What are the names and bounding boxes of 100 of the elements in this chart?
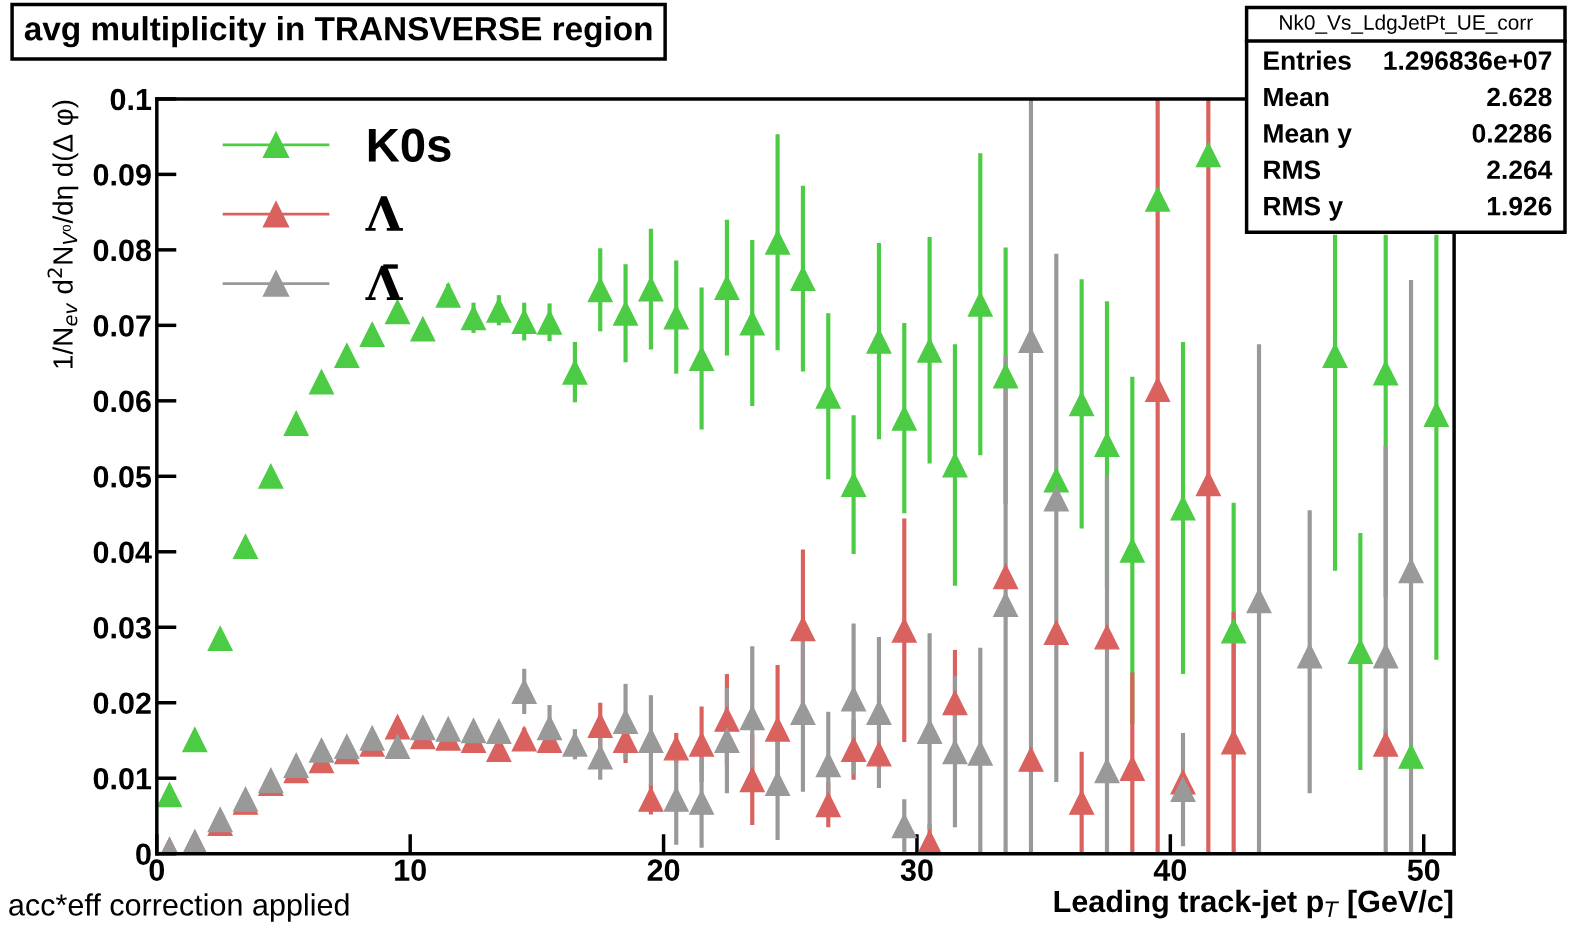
point: [663, 304, 689, 330]
point: [486, 718, 512, 744]
point: [1297, 643, 1323, 669]
point: [942, 690, 968, 716]
text: Entries 1.296836e+07: [1264, 50, 1552, 71]
point: [385, 299, 411, 325]
point: [815, 752, 841, 778]
point: [511, 309, 537, 335]
point: [613, 709, 639, 735]
text: RMS y 1.926: [1264, 196, 1552, 221]
text: RMS 2.264: [1264, 160, 1553, 180]
point: [1195, 142, 1221, 168]
point: [309, 369, 335, 395]
point: [359, 321, 385, 347]
point: [537, 309, 563, 335]
point: [309, 737, 335, 763]
point: [182, 727, 208, 753]
y-tick-label: 0.02: [93, 692, 151, 715]
point: [1373, 360, 1399, 386]
x-tick-label: 20: [647, 859, 680, 881]
point: [841, 686, 867, 712]
point: [283, 410, 309, 436]
y-tick-label: 0.03: [93, 616, 151, 639]
x-tick-label: 10: [395, 859, 426, 881]
point: [410, 316, 436, 342]
y-tick-label: 0.04: [93, 541, 152, 564]
x-tick-label: 50: [1407, 859, 1440, 881]
point: [714, 706, 740, 732]
y-tick-label: 0.09: [93, 164, 151, 186]
point: [486, 297, 512, 323]
point: [1221, 729, 1247, 755]
point: [1119, 537, 1145, 563]
point: [435, 282, 461, 308]
point: [385, 714, 411, 740]
point: [1170, 777, 1196, 803]
text: Mean y 0.2286: [1264, 124, 1552, 148]
point: [1347, 638, 1373, 664]
point: [891, 617, 917, 643]
point: [993, 592, 1019, 618]
point: [1069, 789, 1095, 815]
y-tick-label: 0.08: [93, 239, 152, 262]
point: [689, 731, 715, 757]
point: [714, 275, 740, 301]
point: [435, 716, 461, 742]
point: [739, 310, 765, 336]
point: [1018, 746, 1044, 772]
point: [841, 472, 867, 498]
point: [714, 727, 740, 753]
point: [1195, 471, 1221, 497]
point: [942, 452, 968, 478]
x-tick-label: 40: [1153, 859, 1187, 881]
y-tick-label: 0.06: [93, 390, 151, 413]
point: [1373, 643, 1399, 669]
point: [562, 359, 588, 385]
y-axis-title: 1/N$_{ev}$ d$^{2}$N$_{V⁰}$/dη d(Δ φ): [47, 100, 79, 368]
point: [967, 740, 993, 766]
point: [1069, 391, 1095, 417]
point: [790, 616, 816, 642]
chart-title: avg multiplicity in TRANSVERSE region: [24, 16, 652, 48]
point: [891, 813, 917, 839]
point: [613, 300, 639, 326]
x-axis-title: Leading track-jet p$_{T}$ [GeV/c]: [1054, 889, 1453, 919]
point: [993, 363, 1019, 389]
point: [587, 744, 613, 770]
point: [1145, 376, 1171, 402]
point: [1094, 432, 1120, 458]
point: [511, 678, 537, 704]
point: [461, 305, 487, 331]
point: [1423, 401, 1449, 427]
point: [587, 277, 613, 303]
point: [1043, 467, 1069, 493]
point: [461, 718, 487, 744]
point: [993, 564, 1019, 590]
point: [1398, 558, 1424, 584]
point: [258, 463, 284, 489]
point: [283, 752, 309, 778]
point: [942, 739, 968, 765]
point: [385, 734, 411, 760]
point: [334, 343, 360, 369]
point: [1119, 755, 1145, 781]
point: [1398, 743, 1424, 769]
point: [334, 734, 360, 760]
point: [359, 725, 385, 751]
point: [739, 767, 765, 793]
x-tick-label: 30: [900, 859, 933, 882]
y-tick-label: 0.1: [110, 88, 152, 111]
point: [207, 626, 233, 652]
point: [689, 346, 715, 372]
point: [841, 737, 867, 763]
point: [156, 782, 182, 808]
point: [815, 792, 841, 818]
point: [1043, 486, 1069, 512]
point: [689, 789, 715, 815]
point: [663, 735, 689, 761]
y-tick-label: 0: [136, 843, 151, 866]
point: [1373, 731, 1399, 757]
point: [663, 786, 689, 812]
point: [1043, 620, 1069, 646]
point: [765, 716, 791, 742]
point: [765, 229, 791, 255]
